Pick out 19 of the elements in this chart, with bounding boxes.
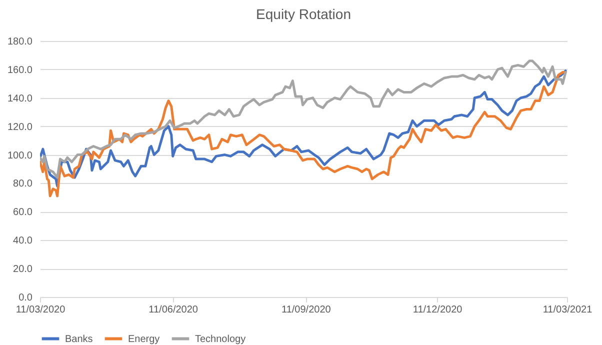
y-tick-label: 0.0	[18, 292, 33, 304]
legend-label: Energy	[128, 334, 160, 345]
y-tick-label: 140.0	[7, 93, 33, 104]
x-tick-label: 11/06/2020	[148, 304, 198, 316]
x-tick-label: 11/03/2021	[542, 304, 593, 316]
x-tick-label: 11/09/2020	[282, 304, 332, 316]
legend-label: Technology	[195, 334, 246, 345]
y-tick-label: 100.0	[7, 150, 33, 162]
chart-title: Equity Rotation	[256, 6, 351, 22]
y-tick-label: 40.0	[13, 236, 33, 247]
y-tick-label: 180.0	[7, 36, 33, 48]
y-tick-label: 20.0	[13, 264, 33, 276]
x-tick-label: 11/03/2020	[16, 304, 66, 316]
y-tick-label: 80.0	[13, 178, 33, 190]
x-tick-label: 11/12/2020	[412, 304, 463, 316]
y-tick-label: 120.0	[7, 122, 33, 133]
legend-label: Banks	[65, 334, 93, 345]
y-tick-label: 160.0	[7, 64, 33, 76]
y-tick-label: 60.0	[13, 207, 33, 218]
